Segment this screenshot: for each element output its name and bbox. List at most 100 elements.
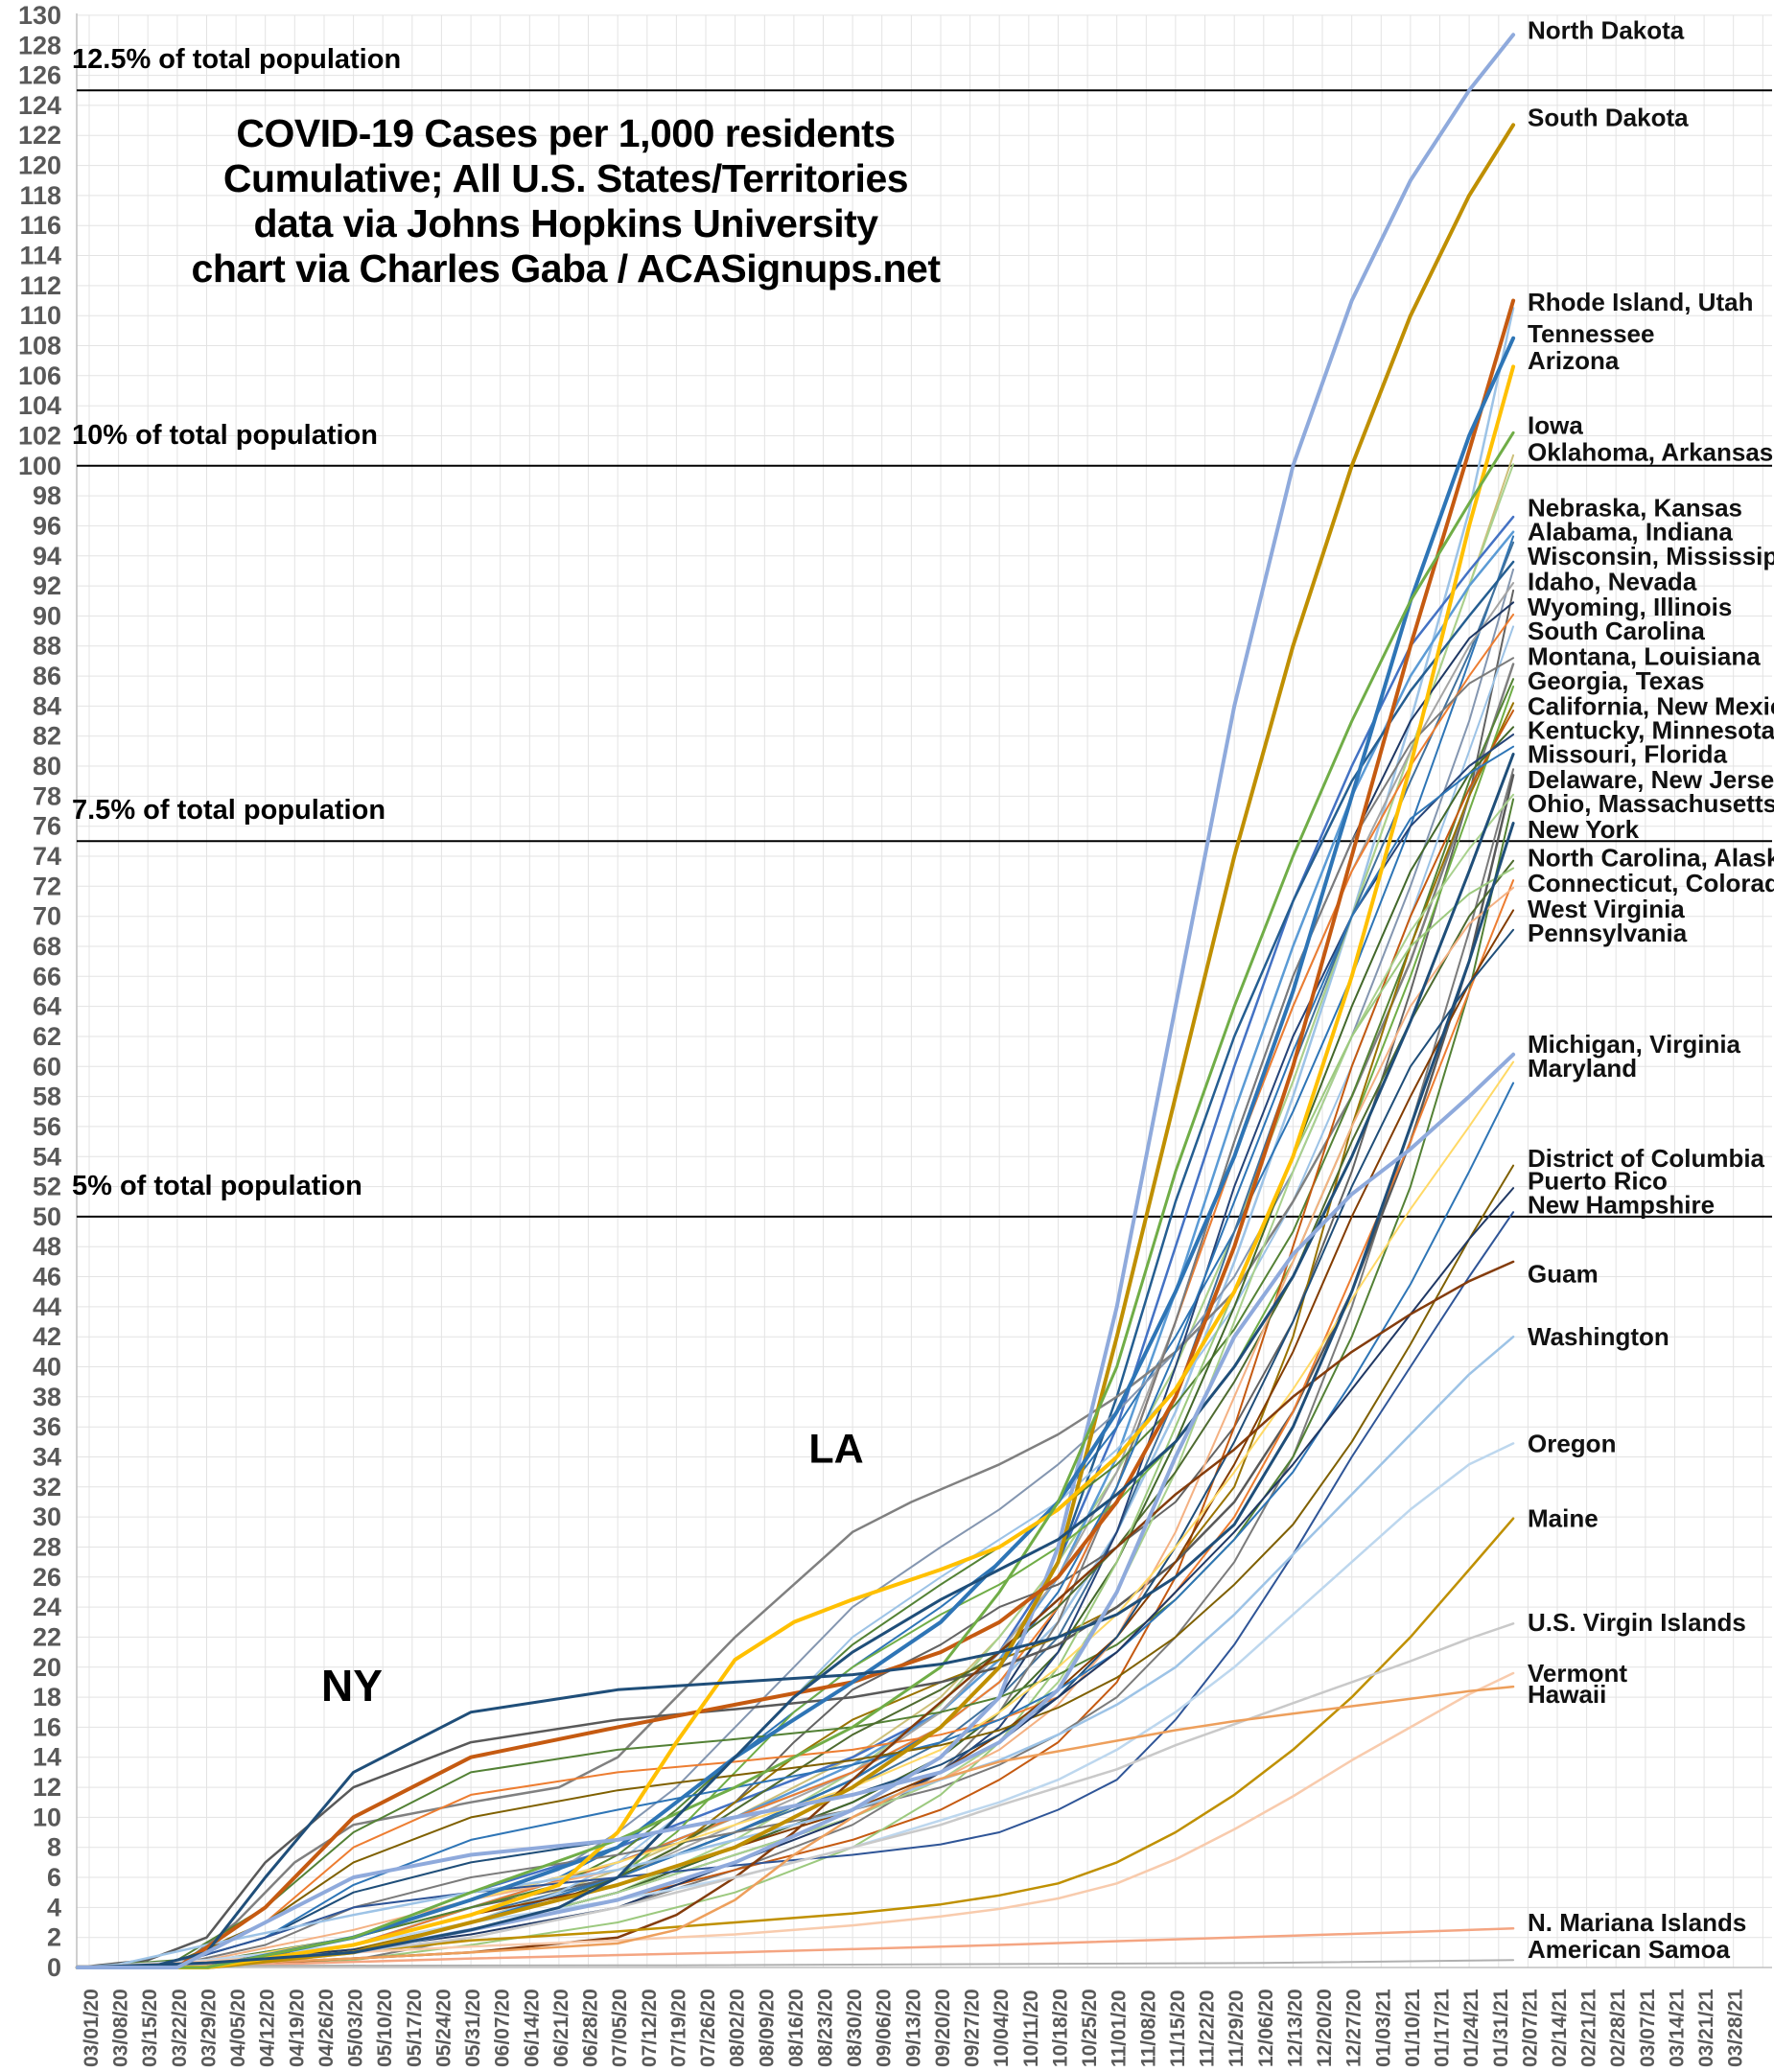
y-tick-label: 124 bbox=[18, 91, 61, 120]
series-label: Missouri, Florida bbox=[1528, 740, 1728, 769]
series-line-maine bbox=[76, 1517, 1515, 1969]
y-tick-label: 128 bbox=[18, 31, 61, 59]
x-tick-label: 03/15/20 bbox=[139, 1989, 161, 2067]
x-tick-label: 09/27/20 bbox=[962, 1989, 984, 2067]
y-tick-label: 72 bbox=[33, 872, 61, 900]
series-label: New York bbox=[1528, 815, 1640, 844]
x-tick-label: 03/01/20 bbox=[81, 1989, 103, 2067]
x-tick-label: 02/14/21 bbox=[1549, 1989, 1571, 2067]
y-tick-label: 92 bbox=[33, 571, 61, 600]
chart-title-line-1: COVID-19 Cases per 1,000 residents bbox=[236, 111, 896, 155]
series-line-south-carolina bbox=[76, 625, 1515, 1968]
y-tick-label: 26 bbox=[33, 1563, 61, 1592]
y-tick-label: 114 bbox=[19, 242, 61, 270]
series-label: North Dakota bbox=[1528, 16, 1685, 45]
y-tick-label: 102 bbox=[18, 422, 61, 451]
series-label: N. Mariana Islands bbox=[1528, 1908, 1746, 1937]
series-line-idaho bbox=[76, 582, 1515, 1968]
y-tick-label: 32 bbox=[33, 1473, 61, 1502]
y-tick-label: 18 bbox=[33, 1683, 61, 1711]
y-tick-label: 10 bbox=[33, 1803, 61, 1831]
x-tick-label: 01/03/21 bbox=[1372, 1989, 1394, 2067]
y-tick-label: 122 bbox=[18, 121, 61, 150]
y-tick-label: 54 bbox=[33, 1142, 61, 1171]
series-label: South Dakota bbox=[1528, 103, 1689, 131]
series-line-new-jersey bbox=[76, 774, 1515, 1969]
y-tick-label: 8 bbox=[47, 1833, 61, 1862]
x-tick-label: 10/04/20 bbox=[991, 1989, 1013, 2067]
series-line-rhode-island bbox=[75, 298, 1516, 1969]
y-tick-label: 118 bbox=[19, 181, 61, 210]
y-tick-label: 90 bbox=[33, 601, 61, 630]
series-line-american-samoa bbox=[76, 1959, 1515, 1967]
y-tick-label: 52 bbox=[33, 1173, 61, 1201]
x-tick-label: 03/14/21 bbox=[1667, 1989, 1689, 2067]
x-tick-label: 09/13/20 bbox=[902, 1989, 924, 2067]
series-line-tennessee bbox=[75, 336, 1516, 1969]
series-label: American Samoa bbox=[1528, 1935, 1731, 1964]
series-label: Washington bbox=[1528, 1322, 1669, 1351]
x-tick-label: 11/15/20 bbox=[1167, 1990, 1189, 2067]
x-tick-label: 06/21/20 bbox=[550, 1989, 572, 2067]
series-line-washington bbox=[76, 1335, 1515, 1969]
series-label: Nebraska, Kansas bbox=[1528, 494, 1742, 523]
series-label: Guam bbox=[1528, 1259, 1599, 1288]
y-tick-label: 106 bbox=[18, 361, 61, 390]
y-tick-label: 64 bbox=[33, 992, 61, 1021]
x-tick-label: 02/21/21 bbox=[1578, 1989, 1600, 2067]
x-tick-label: 08/09/20 bbox=[756, 1989, 778, 2067]
x-tick-label: 10/25/20 bbox=[1079, 1989, 1101, 2067]
y-tick-label: 34 bbox=[33, 1443, 61, 1472]
series-label: Rhode Island, Utah bbox=[1528, 288, 1753, 316]
y-tick-label: 100 bbox=[18, 452, 61, 480]
y-tick-label: 14 bbox=[33, 1743, 61, 1772]
x-tick-label: 12/20/20 bbox=[1314, 1989, 1336, 2067]
series-label: Oregon bbox=[1528, 1429, 1616, 1457]
chart-title-line-3: data via Johns Hopkins University bbox=[253, 201, 878, 245]
series-line-kentucky bbox=[76, 726, 1515, 1968]
series-line-nevada bbox=[76, 589, 1515, 1968]
ref-line-label-12-5pct: 12.5% of total population bbox=[72, 44, 402, 76]
y-tick-label: 80 bbox=[33, 752, 61, 780]
series-line-u-s-virgin-islands bbox=[76, 1622, 1515, 1969]
x-tick-label: 03/28/21 bbox=[1725, 1989, 1747, 2067]
series-label: California, New Mexico bbox=[1528, 691, 1774, 720]
series-label: Ohio, Massachusetts bbox=[1528, 789, 1774, 818]
y-tick-label: 30 bbox=[33, 1502, 61, 1531]
x-tick-label: 07/05/20 bbox=[609, 1989, 631, 2067]
y-tick-label: 70 bbox=[33, 902, 61, 931]
y-tick-label: 60 bbox=[33, 1052, 61, 1081]
ref-line-label-5pct: 5% of total population bbox=[72, 1170, 362, 1201]
x-tick-label: 03/29/20 bbox=[198, 1989, 221, 2067]
y-tick-label: 86 bbox=[33, 662, 61, 690]
series-label: Wyoming, Illinois bbox=[1528, 593, 1732, 621]
y-tick-label: 48 bbox=[33, 1232, 61, 1261]
x-tick-label: 03/21/21 bbox=[1695, 1989, 1717, 2067]
series-label: South Carolina bbox=[1528, 617, 1705, 645]
x-tick-label: 01/17/21 bbox=[1432, 1989, 1454, 2067]
series-label: Idaho, Nevada bbox=[1528, 567, 1697, 595]
annotation-ny: NY bbox=[321, 1661, 383, 1711]
series-line-oregon bbox=[76, 1442, 1515, 1969]
series-label: Puerto Rico bbox=[1528, 1166, 1668, 1195]
y-tick-label: 28 bbox=[33, 1533, 61, 1562]
series-label: Arizona bbox=[1528, 346, 1620, 375]
series-line-south-dakota bbox=[75, 123, 1516, 1969]
x-tick-label: 12/13/20 bbox=[1284, 1989, 1306, 2067]
y-tick-label: 40 bbox=[33, 1353, 61, 1382]
series-line-n-mariana-islands bbox=[76, 1927, 1515, 1969]
y-tick-label: 116 bbox=[19, 211, 61, 240]
series-label: Georgia, Texas bbox=[1528, 666, 1705, 695]
series-line-missouri bbox=[76, 745, 1515, 1968]
series-label: Iowa bbox=[1528, 411, 1583, 440]
series-label: Connecticut, Colorado bbox=[1528, 869, 1774, 897]
y-tick-label: 4 bbox=[47, 1893, 61, 1921]
series-label: Wisconsin, Mississippi bbox=[1528, 542, 1774, 570]
x-tick-label: 08/16/20 bbox=[785, 1989, 807, 2067]
x-tick-label: 12/27/20 bbox=[1343, 1989, 1366, 2067]
x-tick-label: 08/23/20 bbox=[815, 1989, 837, 2067]
series-line-iowa bbox=[76, 431, 1515, 1969]
y-tick-label: 120 bbox=[18, 151, 61, 180]
